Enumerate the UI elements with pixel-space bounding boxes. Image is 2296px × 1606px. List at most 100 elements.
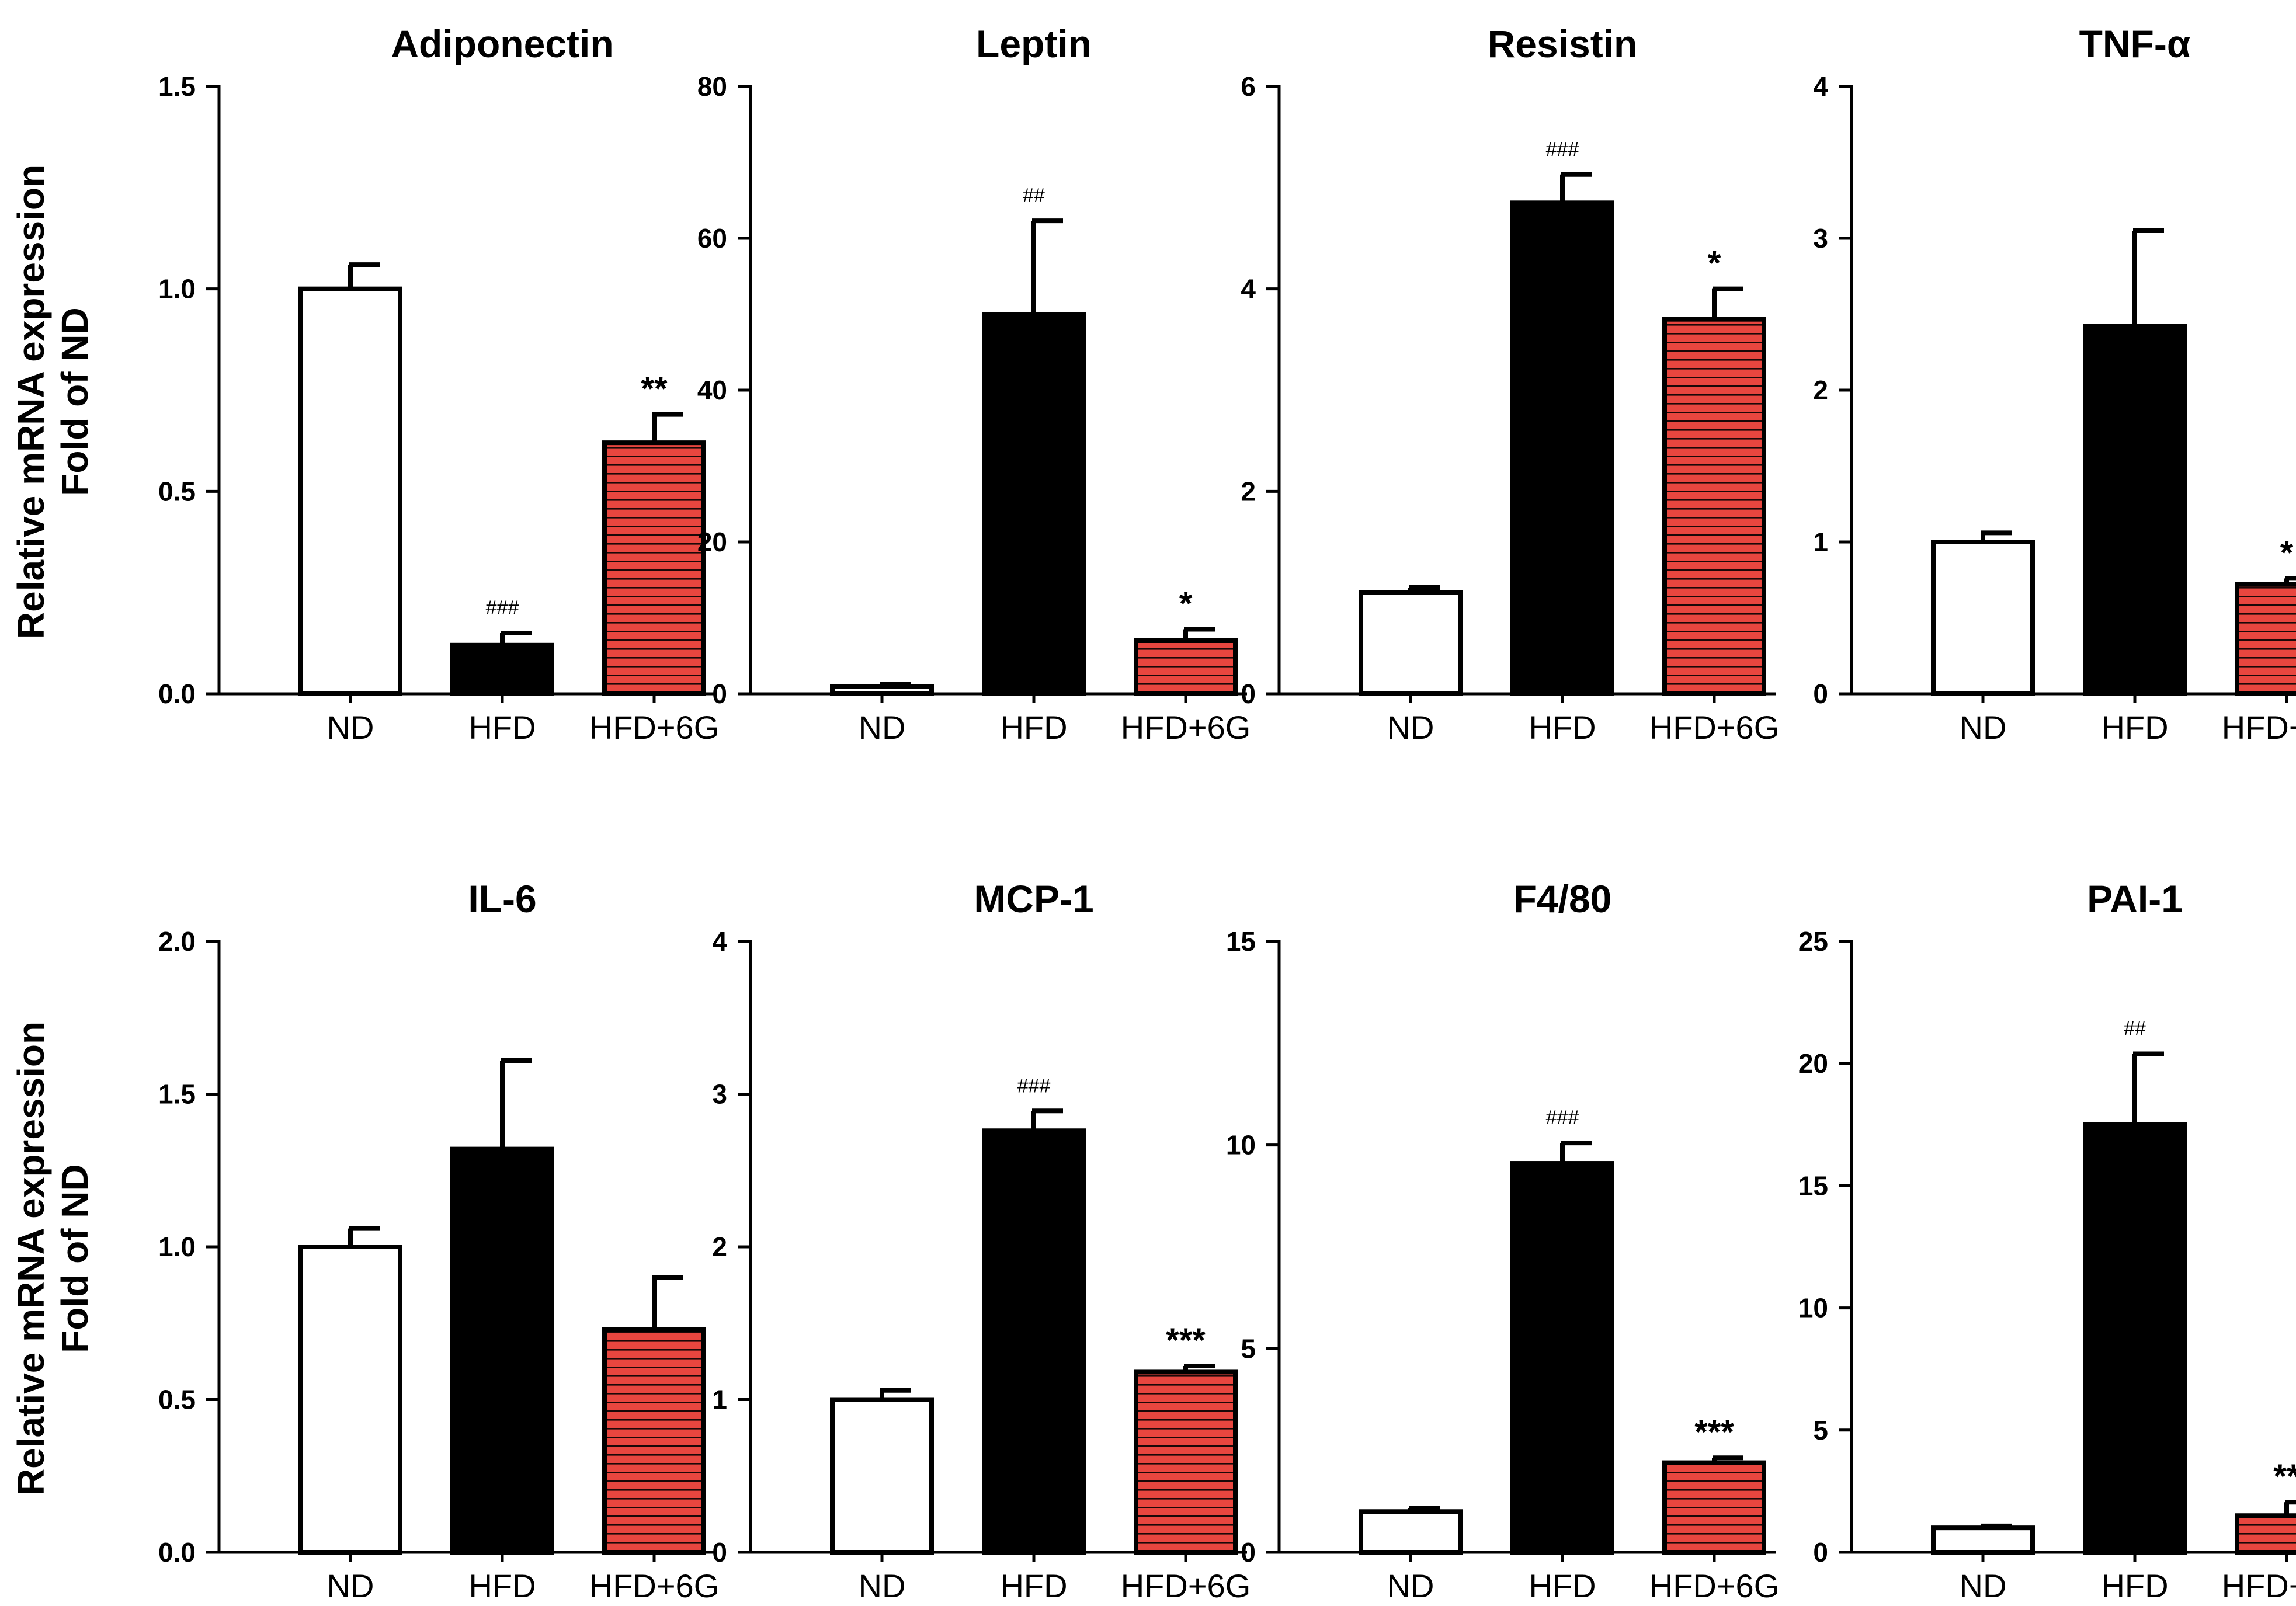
y-tick-label: 2: [1813, 375, 1828, 405]
chart-title: Leptin: [976, 22, 1092, 65]
y-tick-label: 0: [1241, 679, 1256, 709]
y-tick-label: 10: [1226, 1130, 1256, 1160]
y-tick-label: 0.0: [158, 1537, 196, 1567]
y-tick-label: 0: [712, 1537, 727, 1567]
bar-hfd-6g: [1662, 1460, 1766, 1555]
x-tick-label: ND: [1387, 709, 1434, 746]
y-tick-label: 1.0: [158, 274, 196, 304]
chart-panel-5: IL-6 0.0 0.5 1.0 1.5 2.0 ND HFD HFD+6G: [158, 877, 719, 1604]
bar-nd: [1359, 590, 1463, 697]
significance-label: *: [1179, 585, 1193, 623]
chart-panel-4: TNF-α 0 1 2 3 4 ND HFD HFD+6G *: [1813, 22, 2296, 746]
chart-title: Adiponectin: [391, 22, 613, 65]
y-tick-label: 1.5: [158, 1079, 196, 1110]
y-tick-label: 1: [1813, 527, 1828, 557]
x-tick-label: HFD+6G: [2222, 1567, 2296, 1604]
y-tick-label: 1.5: [158, 71, 196, 102]
chart-title: Resistin: [1488, 22, 1638, 65]
y-tick-label: 60: [697, 223, 727, 253]
y-tick-label: 4: [1813, 71, 1828, 102]
x-tick-label: HFD+6G: [589, 709, 720, 746]
chart-title: IL-6: [468, 877, 536, 920]
chart-title: PAI-1: [2087, 877, 2183, 920]
y-axis-title-line2: Fold of ND: [54, 1164, 96, 1353]
y-tick-label: 40: [697, 375, 727, 405]
chart-panel-7: F4/80 0 5 10 15 ND HFD ### HFD+6G ***: [1226, 877, 1779, 1604]
x-tick-label: HFD+6G: [1649, 709, 1780, 746]
y-axis-title-line1: Relative mRNA expression: [10, 1021, 52, 1496]
bar-hfd-6g: [602, 440, 706, 697]
significance-label: ###: [486, 597, 519, 619]
y-tick-label: 5: [1813, 1415, 1828, 1445]
y-tick-label: 0: [1813, 1537, 1828, 1567]
x-tick-label: HFD: [468, 709, 536, 746]
y-tick-label: 0: [712, 679, 727, 709]
bar-nd: [1931, 1525, 2035, 1555]
y-tick-label: 4: [1241, 274, 1256, 304]
y-axis-title-line2: Fold of ND: [54, 307, 96, 496]
y-tick-label: 0.5: [158, 1385, 196, 1415]
significance-label: **: [2273, 1458, 2296, 1496]
x-tick-label: HFD+6G: [1121, 709, 1251, 746]
bar-nd: [1359, 1509, 1463, 1555]
x-tick-label: ND: [1387, 1567, 1434, 1604]
bar-hfd-6g: [1662, 317, 1766, 696]
y-tick-label: 6: [1241, 71, 1256, 102]
y-tick-label: 4: [712, 926, 727, 957]
y-axis-title-row-1: Relative mRNA expression Fold of ND: [10, 165, 96, 639]
x-tick-label: HFD: [1000, 709, 1067, 746]
x-tick-label: HFD: [1000, 1567, 1067, 1604]
chart-title: TNF-α: [2079, 22, 2191, 65]
x-tick-label: ND: [327, 709, 374, 746]
bar-nd: [830, 1397, 934, 1555]
significance-label: **: [641, 370, 668, 408]
bar-nd: [298, 286, 402, 696]
y-tick-label: 15: [1798, 1170, 1828, 1201]
x-tick-label: HFD: [1529, 709, 1596, 746]
significance-label: ***: [1694, 1413, 1734, 1451]
chart-panel-6: MCP-1 0 1 2 3 4 ND HFD ### HFD+6G ***: [712, 877, 1251, 1604]
bar-hfd-6g: [2235, 582, 2296, 696]
x-tick-label: HFD: [1529, 1567, 1596, 1604]
significance-label: *: [2280, 534, 2294, 572]
bar-hfd: [982, 1128, 1086, 1555]
bar-hfd: [982, 312, 1086, 696]
bar-hfd-6g: [1134, 1369, 1238, 1555]
x-tick-label: HFD: [2101, 1567, 2168, 1604]
significance-label: ###: [1017, 1075, 1051, 1097]
chart-panel-8: PAI-1 0 5 10 15 20 25 ND HFD ## HFD+6G **: [1798, 877, 2296, 1604]
x-tick-label: HFD+6G: [589, 1567, 720, 1604]
y-tick-label: 20: [697, 527, 727, 557]
bar-hfd: [1510, 1161, 1614, 1555]
bar-hfd: [2083, 1122, 2187, 1555]
x-tick-label: ND: [859, 709, 906, 746]
chart-title: F4/80: [1513, 877, 1612, 920]
x-tick-label: HFD: [2101, 709, 2168, 746]
y-tick-label: 5: [1241, 1333, 1256, 1364]
significance-label: ##: [1023, 185, 1045, 207]
bar-nd: [298, 1245, 402, 1555]
y-tick-label: 0.0: [158, 679, 196, 709]
y-tick-label: 0: [1813, 679, 1828, 709]
x-tick-label: HFD+6G: [1649, 1567, 1780, 1604]
x-tick-label: ND: [1960, 1567, 2007, 1604]
bar-hfd-6g: [602, 1327, 706, 1555]
y-tick-label: 25: [1798, 926, 1828, 957]
y-axis-title-line1: Relative mRNA expression: [10, 165, 52, 639]
bar-hfd: [2083, 324, 2187, 696]
significance-label: ##: [2124, 1017, 2146, 1040]
y-tick-label: 10: [1798, 1293, 1828, 1323]
significance-label: ###: [1546, 138, 1579, 161]
chart-title: MCP-1: [974, 877, 1093, 920]
y-tick-label: 2.0: [158, 926, 196, 957]
y-tick-label: 20: [1798, 1048, 1828, 1079]
significance-label: *: [1708, 245, 1721, 283]
y-tick-label: 3: [712, 1079, 727, 1110]
bar-hfd: [1510, 200, 1614, 697]
bar-hfd-6g: [1134, 638, 1238, 696]
y-tick-label: 2: [1241, 476, 1256, 506]
bar-hfd: [450, 1146, 554, 1555]
y-tick-label: 80: [697, 71, 727, 102]
chart-panel-1: Adiponectin 0.0 0.5 1.0 1.5 ND HFD ### HFD+6G **: [158, 22, 719, 746]
